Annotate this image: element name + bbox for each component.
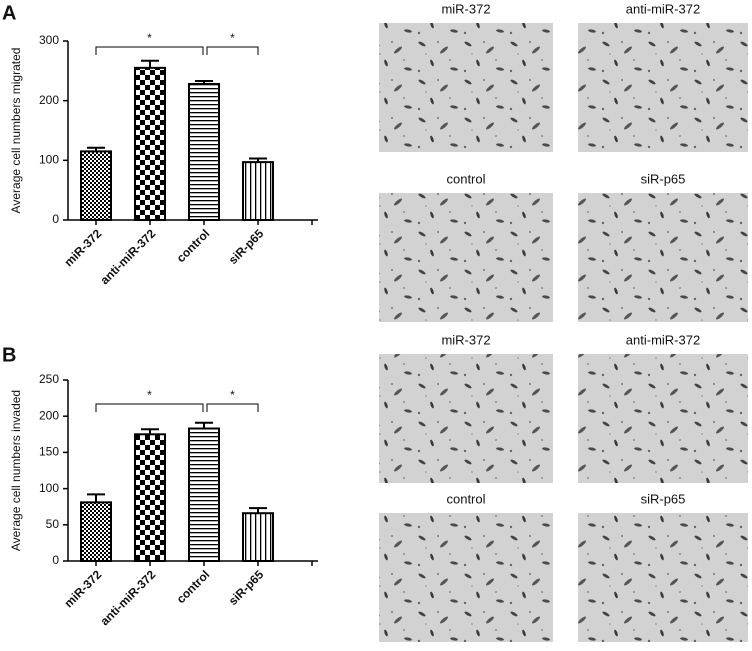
- significance-bracket: [95, 403, 204, 412]
- x-tick-label: anti-miR-372: [98, 567, 159, 628]
- significance-label: *: [230, 388, 235, 402]
- x-tick-label: siR-p65: [226, 567, 267, 608]
- x-tick-label: control: [174, 567, 213, 606]
- y-tick-label: 0: [52, 553, 59, 567]
- image-caption: control: [446, 171, 485, 186]
- y-tick-label: 50: [46, 517, 60, 531]
- micrograph: [379, 354, 553, 483]
- y-tick-label: 0: [52, 212, 59, 226]
- bar: [188, 82, 220, 221]
- significance-bracket: [95, 46, 204, 55]
- y-tick-label: 200: [39, 408, 59, 422]
- y-tick-label: 250: [39, 372, 59, 386]
- micrograph: [578, 354, 748, 483]
- y-axis-label: Average cell numbers migrated: [9, 48, 23, 214]
- image-caption: siR-p65: [641, 171, 686, 186]
- image-caption: miR-372: [441, 1, 490, 16]
- panel-label: B: [2, 344, 16, 366]
- bar: [134, 66, 166, 221]
- bar: [242, 161, 274, 222]
- micrograph: [379, 513, 553, 642]
- bar: [242, 512, 274, 563]
- micrograph: [578, 193, 748, 322]
- x-tick-label: siR-p65: [226, 226, 267, 267]
- y-tick-label: 100: [39, 481, 59, 495]
- image-caption: siR-p65: [641, 491, 686, 506]
- y-tick-label: 200: [39, 93, 59, 107]
- y-tick-label: 100: [39, 153, 59, 167]
- y-tick-label: 150: [39, 445, 59, 459]
- image-caption: miR-372: [441, 332, 490, 347]
- y-tick-label: 300: [39, 33, 59, 47]
- micrograph: [379, 23, 553, 152]
- bar: [134, 433, 166, 562]
- micrograph: [578, 23, 748, 152]
- micrograph: [578, 513, 748, 642]
- image-caption: anti-miR-372: [626, 332, 700, 347]
- bar: [80, 150, 112, 221]
- significance-bracket: [206, 46, 259, 55]
- significance-bracket: [206, 403, 259, 412]
- significance-label: *: [147, 31, 152, 45]
- y-axis-label: Average cell numbers invaded: [9, 390, 23, 551]
- image-caption: anti-miR-372: [626, 1, 700, 16]
- x-tick-label: miR-372: [61, 226, 104, 269]
- image-caption: control: [446, 491, 485, 506]
- x-tick-label: miR-372: [61, 567, 104, 610]
- x-tick-label: control: [174, 226, 213, 265]
- panel-label: A: [2, 2, 16, 24]
- micrograph: [379, 193, 553, 322]
- significance-label: *: [230, 31, 235, 45]
- x-tick-label: anti-miR-372: [98, 226, 159, 287]
- significance-label: *: [147, 388, 152, 402]
- bar: [80, 501, 112, 562]
- bar: [188, 427, 220, 562]
